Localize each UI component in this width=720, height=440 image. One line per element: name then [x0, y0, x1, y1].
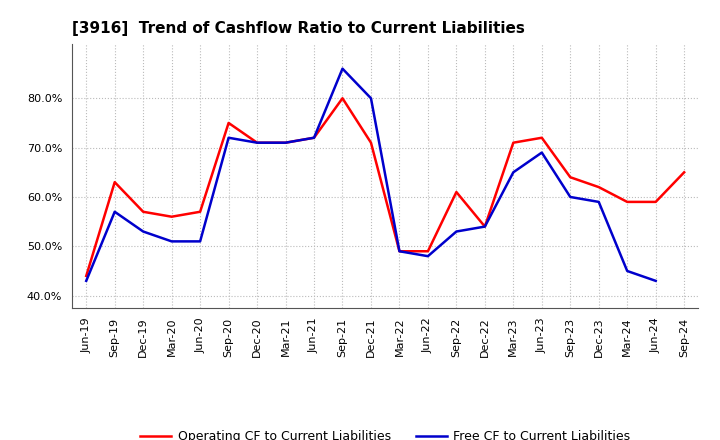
- Operating CF to Current Liabilities: [110, 180, 119, 185]
- Operating CF to Current Liabilities: [452, 189, 461, 194]
- Operating CF to Current Liabilities: [167, 214, 176, 220]
- Operating CF to Current Liabilities: [82, 273, 91, 279]
- Operating CF to Current Liabilities: [338, 95, 347, 101]
- Operating CF to Current Liabilities: [253, 140, 261, 145]
- Free CF to Current Liabilities: [82, 278, 91, 283]
- Free CF to Current Liabilities: [338, 66, 347, 71]
- Text: [3916]  Trend of Cashflow Ratio to Current Liabilities: [3916] Trend of Cashflow Ratio to Curren…: [72, 21, 525, 36]
- Operating CF to Current Liabilities: [480, 224, 489, 229]
- Operating CF to Current Liabilities: [680, 170, 688, 175]
- Free CF to Current Liabilities: [225, 135, 233, 140]
- Free CF to Current Liabilities: [366, 95, 375, 101]
- Free CF to Current Liabilities: [480, 224, 489, 229]
- Operating CF to Current Liabilities: [282, 140, 290, 145]
- Free CF to Current Liabilities: [395, 249, 404, 254]
- Free CF to Current Liabilities: [167, 239, 176, 244]
- Operating CF to Current Liabilities: [652, 199, 660, 205]
- Legend: Operating CF to Current Liabilities, Free CF to Current Liabilities: Operating CF to Current Liabilities, Fre…: [135, 425, 635, 440]
- Free CF to Current Liabilities: [196, 239, 204, 244]
- Operating CF to Current Liabilities: [225, 120, 233, 125]
- Operating CF to Current Liabilities: [623, 199, 631, 205]
- Line: Operating CF to Current Liabilities: Operating CF to Current Liabilities: [86, 98, 684, 276]
- Free CF to Current Liabilities: [253, 140, 261, 145]
- Operating CF to Current Liabilities: [566, 175, 575, 180]
- Free CF to Current Liabilities: [537, 150, 546, 155]
- Operating CF to Current Liabilities: [537, 135, 546, 140]
- Operating CF to Current Liabilities: [139, 209, 148, 214]
- Operating CF to Current Liabilities: [366, 140, 375, 145]
- Free CF to Current Liabilities: [623, 268, 631, 274]
- Free CF to Current Liabilities: [423, 253, 432, 259]
- Free CF to Current Liabilities: [652, 278, 660, 283]
- Free CF to Current Liabilities: [566, 194, 575, 200]
- Operating CF to Current Liabilities: [196, 209, 204, 214]
- Free CF to Current Liabilities: [509, 170, 518, 175]
- Free CF to Current Liabilities: [595, 199, 603, 205]
- Operating CF to Current Liabilities: [595, 184, 603, 190]
- Operating CF to Current Liabilities: [509, 140, 518, 145]
- Free CF to Current Liabilities: [310, 135, 318, 140]
- Free CF to Current Liabilities: [139, 229, 148, 234]
- Operating CF to Current Liabilities: [423, 249, 432, 254]
- Operating CF to Current Liabilities: [395, 249, 404, 254]
- Free CF to Current Liabilities: [452, 229, 461, 234]
- Free CF to Current Liabilities: [110, 209, 119, 214]
- Line: Free CF to Current Liabilities: Free CF to Current Liabilities: [86, 69, 656, 281]
- Operating CF to Current Liabilities: [310, 135, 318, 140]
- Free CF to Current Liabilities: [282, 140, 290, 145]
